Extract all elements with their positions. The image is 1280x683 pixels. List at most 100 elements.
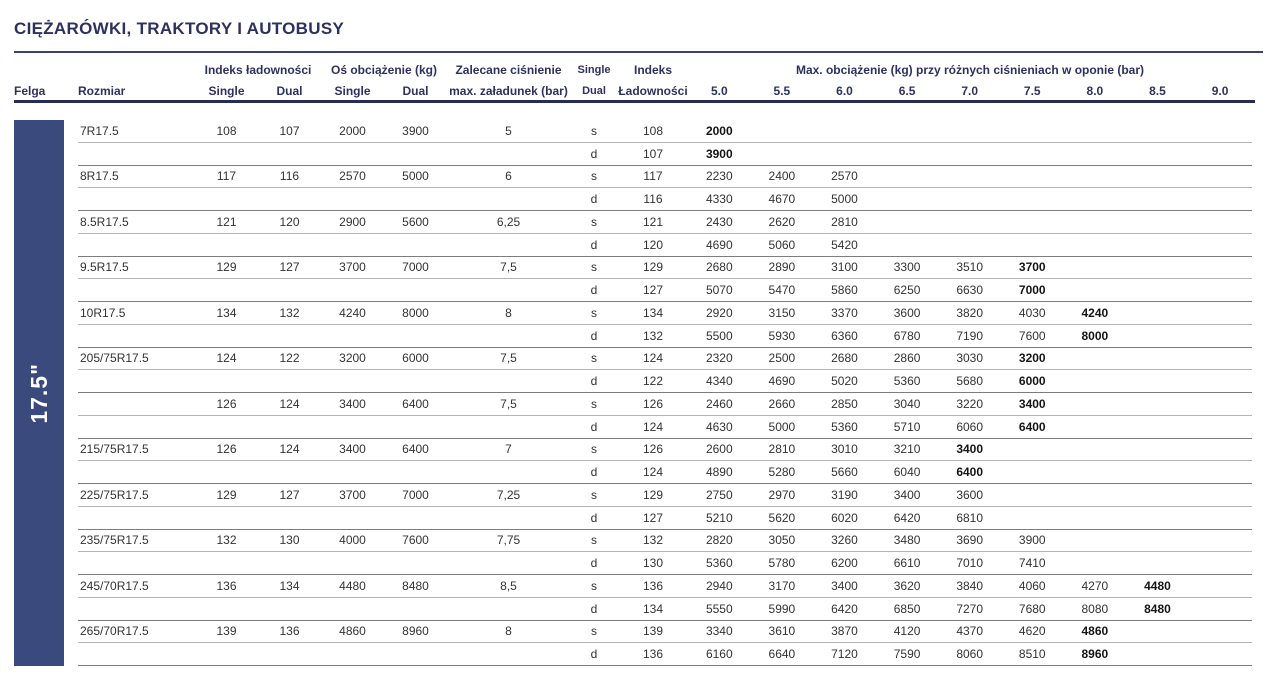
- page-title: CIĘŻARÓWKI, TRAKTORY I AUTOBUSY: [14, 19, 345, 38]
- cell-max-load-5-0: 4890: [705, 465, 733, 480]
- cell-rozmiar: 265/70R17.5: [80, 624, 149, 639]
- cell-max-load-6-0: 5660: [831, 465, 858, 480]
- cell-load-index: 124: [642, 351, 664, 366]
- cell-max-load-7-5: 4060: [1018, 578, 1046, 593]
- cell-rozmiar: 225/75R17.5: [80, 487, 149, 502]
- cell-single-dual-flag: d: [590, 374, 598, 389]
- cell-max-load-6-5: 3600: [893, 305, 921, 320]
- cell-axle-load-dual: 7000: [402, 260, 429, 275]
- table-row: d 134 5550 5990 6420 6850 7270 7680 8080 8480: [78, 598, 1252, 621]
- cell-max-load-8-5: 8480: [1144, 601, 1171, 616]
- cell-max-load-6-5: 3300: [893, 260, 921, 275]
- cell-max-load-7-5: 4030: [1018, 305, 1046, 320]
- cell-recommended-pressure: 6,25: [496, 214, 521, 229]
- table-row: 8.5R17.5 121 120 2900 5600 6,25 s 121 2430 2620 28…: [78, 211, 1252, 234]
- cell-max-load-5-5: 2890: [768, 260, 796, 275]
- cell-load-index: 132: [642, 533, 664, 548]
- cell-max-load-7-0: 6630: [956, 283, 984, 298]
- cell-load-index-dual: 122: [279, 351, 300, 366]
- cell-max-load-7-0: 3840: [956, 578, 984, 593]
- cell-max-load-6-0: 5000: [831, 192, 858, 207]
- cell-max-load-5-0: 2230: [705, 169, 733, 184]
- header-pressure-8-0: 8.0: [1086, 84, 1104, 98]
- rim-size-block: 17.5": [14, 120, 64, 666]
- cell-load-index-single: 129: [216, 487, 237, 502]
- cell-single-dual-flag: s: [591, 533, 597, 548]
- cell-recommended-pressure: 6: [505, 169, 512, 184]
- cell-max-load-5-0: 4340: [705, 374, 733, 389]
- cell-axle-load-single: 3400: [339, 442, 366, 457]
- cell-max-load-6-0: 3190: [831, 487, 858, 502]
- table-row: d 107 3900: [78, 143, 1252, 166]
- cell-rozmiar: 7R17.5: [80, 123, 119, 138]
- cell-max-load-7-0: 3030: [956, 351, 984, 366]
- cell-max-load-7-0: 3400: [956, 442, 984, 457]
- cell-max-load-6-5: 4120: [893, 624, 921, 639]
- cell-single-dual-flag: d: [590, 237, 598, 252]
- cell-max-load-6-0: 6020: [831, 510, 858, 525]
- cell-max-load-5-0: 4630: [705, 419, 733, 434]
- cell-load-index: 108: [642, 123, 664, 138]
- cell-axle-load-single: 3200: [339, 351, 366, 366]
- cell-max-load-5-5: 2620: [768, 214, 796, 229]
- cell-load-index: 130: [642, 556, 664, 571]
- cell-max-load-5-0: 2940: [705, 578, 733, 593]
- cell-load-index: 124: [642, 419, 664, 434]
- cell-max-load-5-0: 2000: [705, 123, 733, 138]
- cell-max-load-5-0: 5550: [705, 601, 733, 616]
- cell-max-load-7-0: 6060: [956, 419, 984, 434]
- cell-load-index-dual: 134: [279, 578, 300, 593]
- cell-single-dual-flag: s: [591, 351, 597, 366]
- cell-max-load-5-5: 2500: [768, 351, 796, 366]
- table-row: 225/75R17.5 129 127 3700 7000 7,25 s 129 2750 297…: [78, 484, 1252, 507]
- cell-max-load-7-0: 5680: [956, 374, 984, 389]
- header-recommended-pressure-line2: max. załadunek (bar): [449, 84, 568, 98]
- cell-max-load-5-5: 3050: [768, 533, 796, 548]
- cell-recommended-pressure: 8: [505, 624, 512, 639]
- cell-max-load-6-0: 6200: [831, 556, 858, 571]
- cell-load-index-dual: 136: [279, 624, 300, 639]
- cell-load-index-dual: 127: [279, 260, 300, 275]
- cell-max-load-5-5: 2660: [768, 396, 796, 411]
- cell-max-load-5-5: 5060: [768, 237, 796, 252]
- cell-max-load-6-5: 2860: [893, 351, 921, 366]
- cell-max-load-5-0: 3340: [705, 624, 733, 639]
- cell-max-load-6-0: 3400: [831, 578, 858, 593]
- table-row: d 136 6160 6640 7120 7590 8060 8510 8960: [78, 643, 1252, 666]
- cell-max-load-8-5: 4480: [1144, 578, 1171, 593]
- cell-single-dual-flag: s: [591, 123, 597, 138]
- cell-single-dual-flag: s: [591, 169, 597, 184]
- cell-load-index-dual: 127: [279, 487, 300, 502]
- cell-max-load-8-0: 8000: [1081, 328, 1109, 343]
- header-axle-load-dual: Dual: [402, 84, 429, 98]
- cell-load-index: 129: [642, 260, 664, 275]
- header-axle-load-single: Single: [334, 84, 371, 98]
- cell-max-load-8-0: 8960: [1081, 647, 1109, 662]
- cell-axle-load-dual: 6400: [402, 442, 429, 457]
- cell-load-index-single: 139: [216, 624, 237, 639]
- cell-max-load-6-5: 6420: [893, 510, 921, 525]
- cell-max-load-6-5: 5360: [893, 374, 921, 389]
- cell-load-index: 121: [642, 214, 664, 229]
- rim-size-label: 17.5": [25, 362, 52, 424]
- cell-max-load-7-5: 4620: [1018, 624, 1046, 639]
- cell-load-index-dual: 116: [279, 169, 300, 184]
- cell-recommended-pressure: 7: [505, 442, 512, 457]
- header-pressure-8-5: 8.5: [1149, 84, 1166, 98]
- cell-max-load-5-0: 5360: [705, 556, 733, 571]
- cell-rozmiar: 205/75R17.5: [80, 351, 149, 366]
- cell-max-load-7-5: 8510: [1018, 647, 1046, 662]
- cell-max-load-6-0: 5360: [831, 419, 858, 434]
- header-index-line2: Ładowności: [618, 84, 688, 98]
- table-header-row-2: Felga Rozmiar Single Dual Single Dual ma…: [14, 77, 1255, 100]
- cell-axle-load-single: 4860: [339, 624, 366, 639]
- cell-max-load-6-0: 3870: [831, 624, 858, 639]
- header-single-dual-line2: Dual: [582, 85, 606, 97]
- cell-recommended-pressure: 7,5: [500, 260, 517, 275]
- cell-max-load-6-0: 6360: [831, 328, 858, 343]
- table-row: d 120 4690 5060 5420: [78, 234, 1252, 257]
- cell-load-index: 126: [642, 442, 664, 457]
- cell-axle-load-dual: 5000: [402, 169, 429, 184]
- cell-load-index-single: 134: [216, 305, 237, 320]
- cell-max-load-7-0: 3690: [956, 533, 984, 548]
